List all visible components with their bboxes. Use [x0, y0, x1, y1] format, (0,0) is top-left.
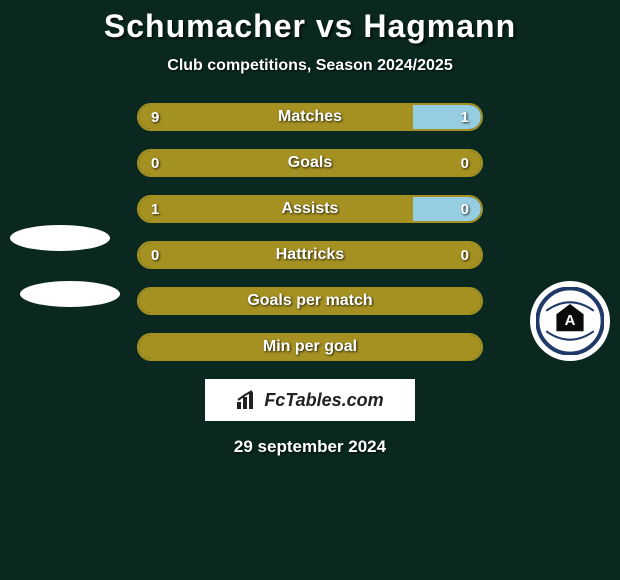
bar-value-left: 9	[151, 105, 159, 129]
bar-label: Goals	[139, 151, 481, 175]
stat-bar-row: Goals per match	[137, 287, 483, 315]
bar-label: Goals per match	[139, 289, 481, 313]
bar-label: Min per goal	[139, 335, 481, 359]
bar-label: Hattricks	[139, 243, 481, 267]
bar-value-right: 0	[461, 197, 469, 221]
bar-value-left: 0	[151, 243, 159, 267]
bar-value-left: 0	[151, 151, 159, 175]
fctables-box: FcTables.com	[205, 379, 415, 421]
bar-label: Assists	[139, 197, 481, 221]
page-title: Schumacher vs Hagmann	[0, 8, 620, 45]
placeholder-ellipse	[10, 225, 110, 251]
stat-bar-row: Hattricks0 0	[137, 241, 483, 269]
placeholder-ellipse	[20, 281, 120, 307]
bars-logo-icon	[236, 390, 258, 410]
bar-value-right: 1	[461, 105, 469, 129]
bars-section: Matches91Goals00Assists10Hattricks00Goal…	[0, 103, 620, 361]
stat-bar-row: Matches9 1	[137, 103, 483, 131]
fctables-label: FcTables.com	[264, 390, 383, 411]
bar-value-right: 0	[461, 243, 469, 267]
stat-bar-row: Assists1 0	[137, 195, 483, 223]
club-crest-icon: A	[536, 287, 604, 355]
date-text: 29 september 2024	[0, 437, 620, 457]
svg-text:A: A	[565, 312, 576, 329]
bar-value-right: 0	[461, 151, 469, 175]
club-logo-right: A	[530, 281, 610, 361]
stat-bar-row: Min per goal	[137, 333, 483, 361]
bar-value-left: 1	[151, 197, 159, 221]
subtitle: Club competitions, Season 2024/2025	[0, 57, 620, 75]
bar-label: Matches	[139, 105, 481, 129]
infographic-container: Schumacher vs Hagmann Club competitions,…	[0, 0, 620, 457]
stat-bar-row: Goals0 0	[137, 149, 483, 177]
